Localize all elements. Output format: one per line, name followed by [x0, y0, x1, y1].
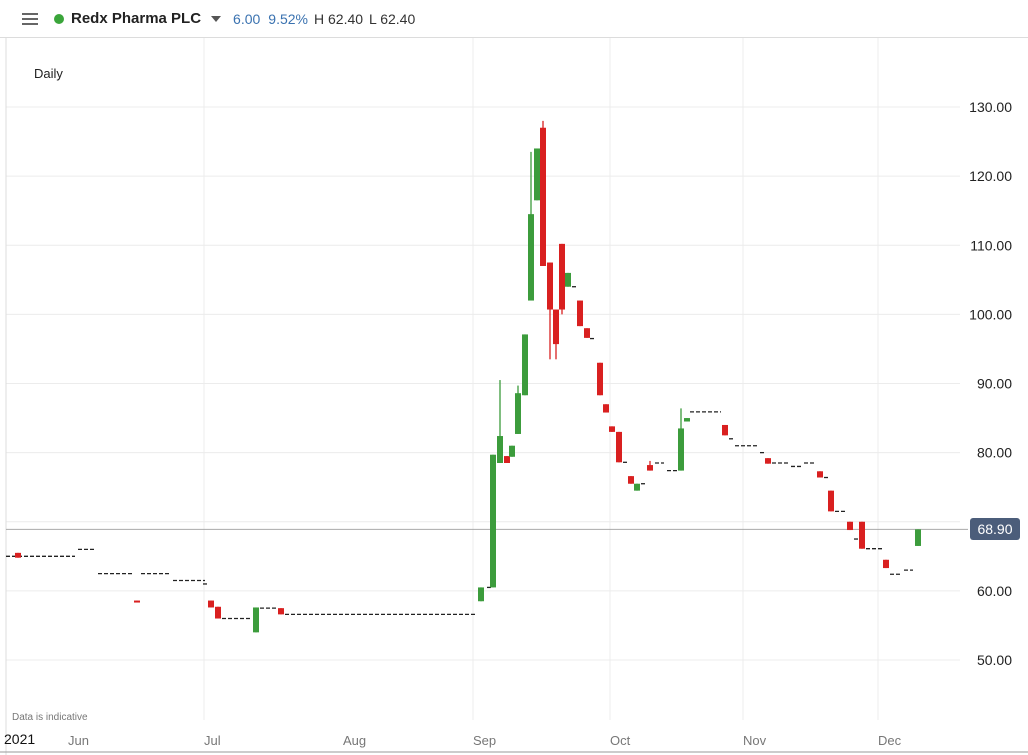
x-axis-label: Aug: [343, 733, 366, 748]
candle-up: [253, 607, 259, 633]
candle-down: [15, 552, 21, 558]
candle-down: [603, 404, 609, 413]
candle-down: [722, 424, 728, 436]
y-axis-label: 130.00: [969, 99, 1012, 115]
candle-down: [208, 600, 214, 608]
y-axis-label: 50.00: [977, 652, 1012, 668]
candle-up: [478, 587, 484, 602]
instrument-title: Redx Pharma PLC: [71, 10, 202, 27]
candle-up: [915, 529, 921, 546]
x-axis-label: Oct: [610, 733, 631, 748]
candle-up: [490, 454, 496, 588]
candle-down: [883, 559, 889, 569]
candle-down: [647, 465, 653, 471]
candle-down: [597, 362, 603, 396]
candle-down: [215, 606, 221, 619]
candle-up: [634, 483, 640, 491]
instrument-dropdown-caret-icon[interactable]: [211, 15, 222, 22]
year-label: 2021: [4, 731, 36, 747]
candle-down: [859, 521, 865, 549]
last-price-badge: 68.90: [970, 518, 1020, 540]
candle-up: [515, 393, 521, 434]
candle-down: [559, 243, 565, 310]
candle-down: [765, 458, 771, 464]
x-axis-label: Dec: [878, 733, 902, 748]
hamburger-menu-icon[interactable]: [22, 12, 38, 25]
candle-down: [540, 127, 546, 266]
price-change: 6.00: [233, 10, 261, 27]
interval-label: Daily: [34, 66, 63, 81]
low-value: L 62.40: [369, 10, 416, 27]
candle-up: [565, 272, 571, 287]
candle-down: [504, 456, 510, 463]
y-axis-label: 100.00: [969, 306, 1012, 322]
candle-down: [628, 476, 634, 484]
x-axis-label: Nov: [743, 733, 767, 748]
candle-up: [528, 214, 534, 301]
price-change-percent: 9.52%: [268, 10, 308, 27]
candle-down: [278, 608, 284, 615]
candle-down: [547, 262, 553, 310]
y-axis-label: 60.00: [977, 583, 1012, 599]
candle-down: [584, 328, 590, 338]
candle-up: [509, 445, 515, 457]
candle-up: [497, 436, 503, 463]
market-status-dot: [54, 13, 64, 24]
y-axis-label: 120.00: [969, 168, 1012, 184]
candle-up: [684, 418, 690, 422]
x-axis-label: Jun: [68, 733, 89, 748]
candle-down: [609, 426, 615, 432]
candle-up: [522, 334, 528, 396]
candle-down: [577, 300, 583, 327]
candle-up: [534, 148, 540, 201]
candle-down: [828, 490, 834, 512]
candle-down: [847, 521, 853, 531]
y-axis-label: 80.00: [977, 445, 1012, 461]
candlestick-chart[interactable]: 50.00 60.00 80.00 90.00 100.00 110.00 120.00 13…: [0, 38, 1028, 755]
high-value: H 62.40: [314, 10, 364, 27]
candle-down: [553, 309, 559, 345]
y-axis-label: 90.00: [977, 376, 1012, 392]
candle-down: [817, 471, 823, 478]
x-axis-label: Jul: [204, 733, 221, 748]
y-axis-label: 110.00: [970, 237, 1012, 253]
candle-up: [678, 428, 684, 471]
x-axis-label: Sep: [473, 733, 496, 748]
candle-down: [616, 431, 622, 463]
chart-header: Redx Pharma PLC 6.00 9.52% H 62.40 L 62.…: [0, 0, 1028, 38]
candle-down: [134, 600, 140, 603]
data-disclaimer: Data is indicative: [12, 712, 88, 723]
